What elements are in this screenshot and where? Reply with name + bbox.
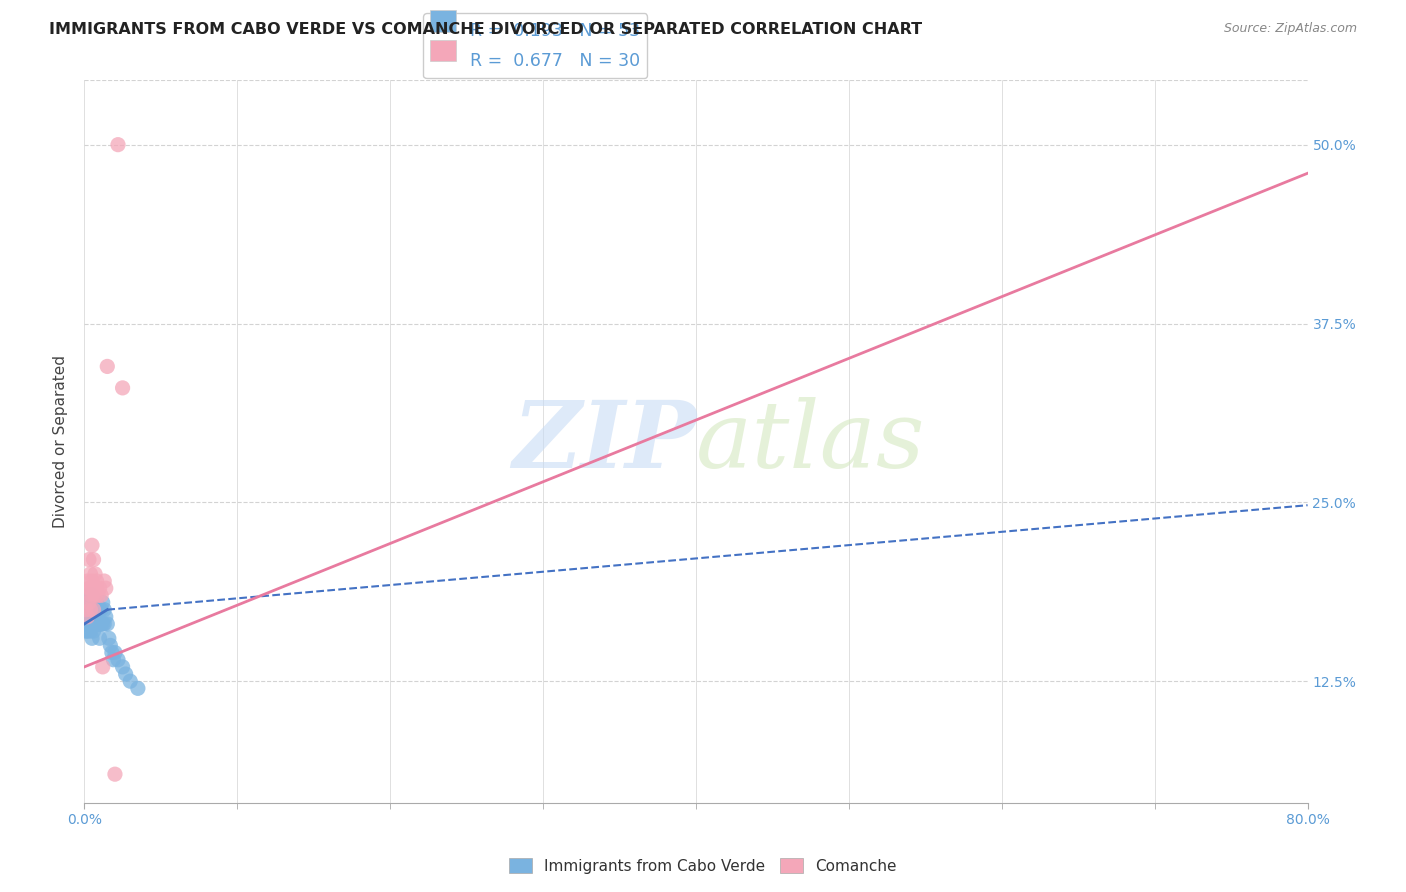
Point [76,595,98,609]
Point [75,602,97,616]
Point [84,588,107,602]
Point [79,624,101,639]
Text: Source: ZipAtlas.com: Source: ZipAtlas.com [1223,22,1357,36]
Point [89,581,111,595]
Point [83,602,105,616]
Point [93,602,115,616]
Point [83,624,105,639]
Point [101,646,124,660]
Point [91,595,114,609]
Point [76,588,98,602]
Text: atlas: atlas [696,397,925,486]
Point [94,609,117,624]
Point [103,653,125,667]
Point [80,617,103,632]
Point [104,646,127,660]
Point [107,137,129,152]
Text: IMMIGRANTS FROM CABO VERDE VS COMANCHE DIVORCED OR SEPARATED CORRELATION CHART: IMMIGRANTS FROM CABO VERDE VS COMANCHE D… [49,22,922,37]
Point [86,602,108,616]
Legend: R =  0.193   N = 53, R =  0.677   N = 30: R = 0.193 N = 53, R = 0.677 N = 30 [423,13,647,78]
Point [127,681,149,696]
Point [90,617,112,632]
Point [76,602,98,616]
Point [93,617,115,632]
Point [87,602,110,616]
Point [79,602,101,616]
Point [97,632,120,646]
Point [90,588,112,602]
Point [87,588,110,602]
Point [98,639,121,653]
Point [83,595,105,609]
Legend: Immigrants from Cabo Verde, Comanche: Immigrants from Cabo Verde, Comanche [503,852,903,880]
Point [76,617,98,632]
Point [89,632,111,646]
Point [79,595,101,609]
Point [80,632,103,646]
Point [86,617,108,632]
Point [86,595,108,609]
Point [77,609,100,624]
Text: ZIP: ZIP [512,397,696,486]
Point [120,674,142,689]
Point [96,359,118,374]
Point [89,602,111,616]
Point [79,581,101,595]
Point [75,624,97,639]
Point [111,381,134,395]
Point [77,602,100,616]
Point [90,602,112,616]
Point [77,581,100,595]
Point [91,660,114,674]
Point [76,624,98,639]
Point [83,581,105,595]
Point [75,602,97,616]
Point [111,660,134,674]
Point [79,566,101,581]
Point [114,667,136,681]
Point [87,617,110,632]
Point [84,566,107,581]
Point [89,617,111,632]
Point [83,552,105,566]
Point [84,617,107,632]
Point [104,767,127,781]
Point [80,574,103,588]
Point [77,617,100,632]
Point [76,574,98,588]
Point [91,617,114,632]
Y-axis label: Divorced or Separated: Divorced or Separated [53,355,69,528]
Point [80,588,103,602]
Point [75,609,97,624]
Point [77,588,100,602]
Point [107,653,129,667]
Point [84,602,107,616]
Point [80,538,103,552]
Point [77,595,100,609]
Point [80,595,103,609]
Point [80,602,103,616]
Point [96,617,118,632]
Point [80,588,103,602]
Point [94,581,117,595]
Point [79,609,101,624]
Point [93,574,115,588]
Point [84,609,107,624]
Point [86,574,108,588]
Point [83,609,105,624]
Point [77,552,100,566]
Point [86,581,108,595]
Point [79,602,101,616]
Point [76,609,98,624]
Point [83,602,105,616]
